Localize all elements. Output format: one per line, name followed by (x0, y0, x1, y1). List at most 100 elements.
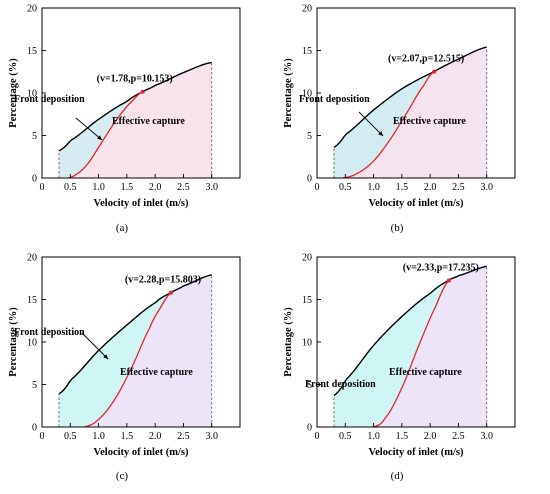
total-percentage-line (333, 46, 487, 148)
total-percentage-line (58, 274, 212, 395)
intersection-point (168, 290, 173, 295)
y-tick-label: 10 (27, 338, 37, 349)
y-tick-label: 10 (27, 89, 37, 100)
capture-percentage-line (84, 292, 172, 428)
y-tick-label: 5 (32, 380, 37, 391)
y-tick-label: 15 (27, 46, 37, 57)
intersection-annotation: (v=2.07,p=12.515) (388, 54, 464, 65)
x-tick-label: 2.0 (149, 182, 162, 193)
x-tick-label: 1.5 (396, 182, 409, 193)
x-tick-label: 0.5 (64, 182, 77, 193)
x-tick-label: 2.5 (452, 431, 465, 442)
x-tick-label: 3.0 (480, 182, 493, 193)
x-tick-label: 0 (40, 431, 45, 442)
panel-caption: (a) (116, 222, 129, 234)
panel-caption: (b) (391, 222, 404, 234)
effective-capture-label: Effective capture (112, 116, 185, 127)
x-tick-label: 2.5 (177, 431, 190, 442)
x-tick-label: 1.5 (396, 431, 409, 442)
x-tick-label: 1.0 (92, 182, 105, 193)
y-tick-label: 0 (307, 423, 312, 434)
x-axis-label: Velocity of inlet (m/s) (94, 447, 189, 458)
y-axis-label: Percentage (%) (8, 58, 19, 128)
leader-arrow-line (358, 111, 384, 137)
intersection-annotation: (v=2.28,p=15.803) (125, 275, 201, 286)
x-axis-label: Velocity of inlet (m/s) (369, 198, 464, 209)
effective-capture-label: Effective capture (120, 367, 193, 378)
capture-percentage-line (342, 71, 435, 179)
x-tick-label: 0.5 (64, 431, 77, 442)
x-tick-label: 2.0 (149, 431, 162, 442)
front-deposition-label: Front deposition (14, 327, 85, 338)
x-axis-label: Velocity of inlet (m/s) (94, 198, 189, 209)
y-tick-label: 5 (32, 131, 37, 142)
x-tick-label: 0 (40, 182, 45, 193)
effective-capture-label: Effective capture (393, 116, 466, 127)
y-axis-label: Percentage (%) (283, 58, 294, 128)
front-deposition-area (58, 91, 143, 178)
y-tick-label: 10 (302, 89, 312, 100)
chart-panel-b: 0 0.5 1.0 1.5 2.0 2.5 3.0 0 5 10 15 20 Velocity of i… (283, 4, 516, 234)
intersection-point (140, 89, 145, 94)
x-tick-label: 2.5 (177, 182, 190, 193)
intersection-point (446, 278, 451, 283)
x-tick-label: 2.0 (424, 431, 437, 442)
intersection-annotation: (v=1.78,p=10.153) (97, 74, 173, 85)
x-tick-label: 2.5 (452, 182, 465, 193)
x-tick-label: 0 (315, 182, 320, 193)
y-tick-label: 15 (27, 295, 37, 306)
x-tick-label: 1.0 (367, 182, 380, 193)
y-tick-label: 15 (302, 295, 312, 306)
y-tick-label: 15 (302, 46, 312, 57)
total-percentage-line (333, 265, 487, 397)
effective-capture-area (373, 266, 487, 427)
x-tick-label: 3.0 (205, 431, 218, 442)
front-deposition-label: Front deposition (305, 379, 376, 390)
front-deposition-label: Front deposition (299, 94, 370, 105)
leader-arrow-head (378, 131, 383, 136)
y-tick-label: 20 (302, 253, 312, 264)
leader-arrow-line (75, 117, 103, 141)
y-tick-label: 5 (307, 380, 312, 391)
effective-capture-area (84, 274, 212, 427)
x-tick-label: 0 (315, 431, 320, 442)
x-tick-label: 1.0 (367, 431, 380, 442)
chart-panel-d: 0 0.5 1.0 1.5 2.0 2.5 3.0 0 5 10 15 20 Velocity of i… (283, 253, 516, 482)
capture-percentage-line (373, 280, 450, 428)
y-tick-label: 20 (27, 253, 37, 264)
effective-capture-label: Effective capture (389, 367, 462, 378)
x-tick-label: 1.5 (121, 182, 134, 193)
y-tick-label: 20 (27, 4, 37, 15)
chart-panel-a: 0 0.5 1.0 1.5 2.0 2.5 3.0 0 5 10 15 20 Velocity of i… (8, 4, 241, 234)
leader-arrow-head (103, 354, 108, 359)
capture-percentage-line (67, 91, 143, 179)
intersection-annotation: (v=2.33,p=17.235) (403, 263, 479, 274)
panel-caption: (c) (116, 470, 129, 482)
effective-capture-area (67, 62, 212, 178)
front-deposition-label: Front deposition (14, 94, 85, 105)
chart-panel-c: 0 0.5 1.0 1.5 2.0 2.5 3.0 0 5 10 15 20 Velocity of i… (8, 253, 241, 482)
intersection-point (432, 69, 437, 74)
x-tick-label: 0.5 (339, 182, 352, 193)
y-tick-label: 5 (307, 131, 312, 142)
front-deposition-area (333, 280, 449, 427)
y-tick-label: 0 (32, 423, 37, 434)
total-percentage-line (58, 61, 212, 152)
front-deposition-area (333, 71, 435, 178)
effective-capture-area (342, 47, 487, 178)
leader-arrow-line (81, 332, 109, 360)
y-axis-label: Percentage (%) (283, 307, 294, 377)
x-tick-label: 3.0 (205, 182, 218, 193)
x-tick-label: 1.5 (121, 431, 134, 442)
y-tick-label: 20 (302, 4, 312, 15)
x-tick-label: 1.0 (92, 431, 105, 442)
panel-caption: (d) (391, 470, 404, 482)
leader-arrow-head (97, 135, 102, 140)
x-tick-label: 0.5 (339, 431, 352, 442)
x-tick-label: 3.0 (480, 431, 493, 442)
y-axis-label: Percentage (%) (8, 307, 19, 377)
y-tick-label: 0 (32, 174, 37, 185)
y-tick-label: 0 (307, 174, 312, 185)
front-deposition-area (58, 292, 171, 427)
